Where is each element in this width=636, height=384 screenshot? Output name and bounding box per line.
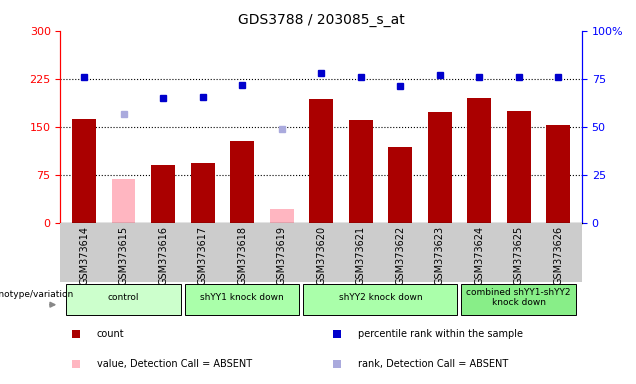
Text: GSM373620: GSM373620: [316, 226, 326, 285]
Bar: [546, 126, 570, 223]
Bar: [230, 141, 254, 223]
FancyBboxPatch shape: [462, 284, 576, 315]
Text: GSM373619: GSM373619: [277, 226, 287, 285]
Bar: [507, 111, 530, 223]
Text: GSM373622: GSM373622: [395, 226, 405, 285]
Bar: [151, 165, 175, 223]
Text: GSM373614: GSM373614: [79, 226, 89, 285]
Text: GSM373615: GSM373615: [119, 226, 128, 285]
Text: GSM373621: GSM373621: [356, 226, 366, 285]
Text: GSM373625: GSM373625: [514, 226, 523, 285]
Text: shYY2 knock down: shYY2 knock down: [338, 293, 422, 302]
Bar: [309, 99, 333, 223]
Text: GSM373616: GSM373616: [158, 226, 168, 285]
Bar: [467, 98, 491, 223]
Text: count: count: [97, 329, 125, 339]
Bar: [73, 119, 96, 223]
Text: GSM373617: GSM373617: [198, 226, 207, 285]
Text: shYY1 knock down: shYY1 knock down: [200, 293, 284, 302]
FancyBboxPatch shape: [185, 284, 300, 315]
Text: rank, Detection Call = ABSENT: rank, Detection Call = ABSENT: [357, 359, 508, 369]
FancyBboxPatch shape: [66, 284, 181, 315]
Text: genotype/variation: genotype/variation: [0, 290, 73, 299]
Bar: [270, 209, 294, 223]
Text: control: control: [108, 293, 139, 302]
Text: combined shYY1-shYY2
knock down: combined shYY1-shYY2 knock down: [466, 288, 571, 308]
Title: GDS3788 / 203085_s_at: GDS3788 / 203085_s_at: [238, 13, 404, 27]
Bar: [428, 112, 452, 223]
Text: GSM373626: GSM373626: [553, 226, 563, 285]
Bar: [389, 147, 412, 223]
Text: GSM373618: GSM373618: [237, 226, 247, 285]
Bar: [191, 163, 214, 223]
Bar: [349, 120, 373, 223]
Bar: [112, 179, 135, 223]
Text: GSM373623: GSM373623: [435, 226, 445, 285]
Text: GSM373624: GSM373624: [474, 226, 484, 285]
Text: value, Detection Call = ABSENT: value, Detection Call = ABSENT: [97, 359, 252, 369]
FancyBboxPatch shape: [303, 284, 457, 315]
Text: percentile rank within the sample: percentile rank within the sample: [357, 329, 523, 339]
